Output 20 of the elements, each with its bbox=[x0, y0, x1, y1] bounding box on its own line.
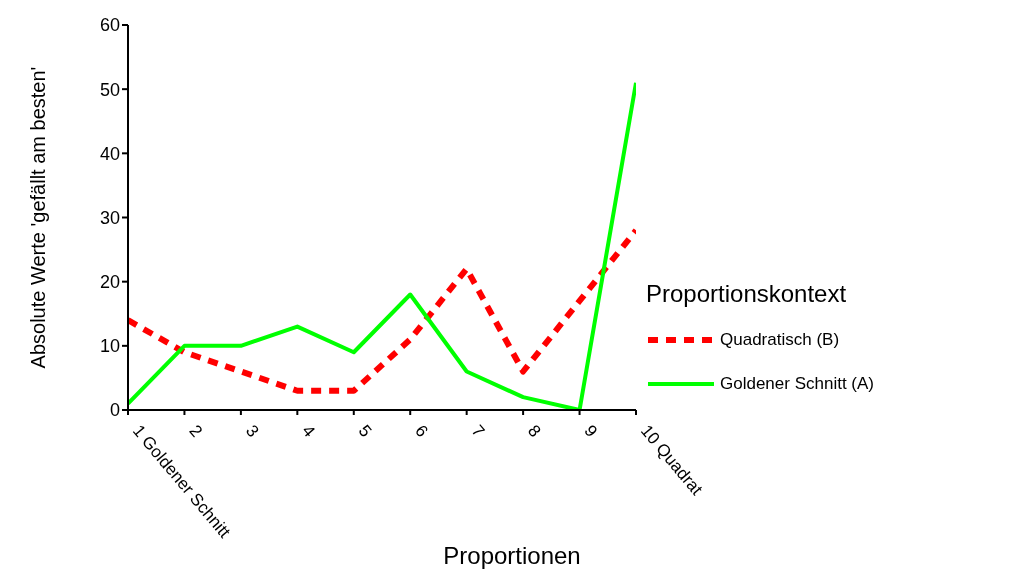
x-tick-label: 8 bbox=[524, 421, 545, 441]
x-tick-label: 7 bbox=[467, 421, 489, 441]
x-tick-label: 9 bbox=[580, 421, 602, 441]
y-tick-label: 60 bbox=[99, 15, 120, 36]
x-tick-label: 4 bbox=[298, 421, 319, 441]
y-axis-title: Absolute Werte 'gefällt am besten' bbox=[27, 66, 50, 369]
y-tick-label: 50 bbox=[99, 79, 120, 100]
x-tick-label: 2 bbox=[185, 421, 207, 441]
x-tick-label: 5 bbox=[354, 421, 376, 441]
y-tick-label: 0 bbox=[109, 400, 120, 421]
x-tick-label: 6 bbox=[411, 421, 432, 441]
legend-label: Quadratisch (B) bbox=[720, 330, 840, 350]
x-axis-title: Proportionen bbox=[443, 542, 581, 569]
y-tick-label: 30 bbox=[99, 207, 120, 228]
legend-label: Goldener Schnitt (A) bbox=[720, 374, 875, 394]
x-tick-label: 3 bbox=[241, 421, 263, 441]
y-tick-label: 20 bbox=[99, 272, 120, 293]
y-tick-label: 10 bbox=[99, 336, 120, 357]
y-tick-label: 40 bbox=[99, 143, 120, 164]
legend-title: Proportionskontext bbox=[646, 280, 848, 308]
